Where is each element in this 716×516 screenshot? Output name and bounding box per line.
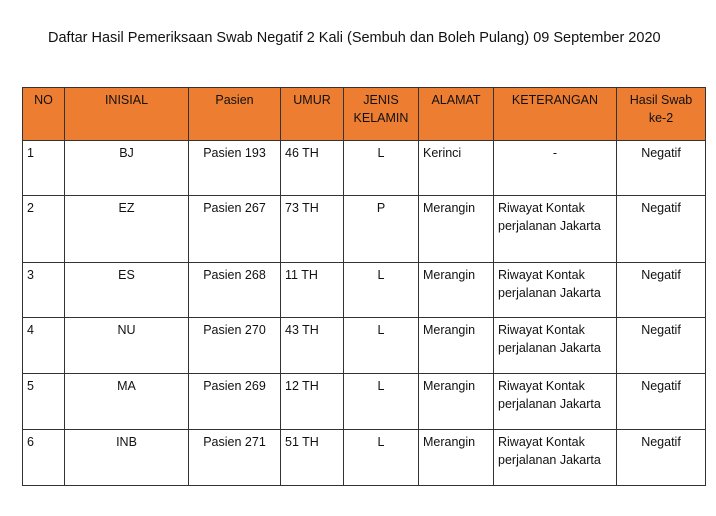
table-cell: Riwayat Kontak perjalanan Jakarta — [493, 317, 617, 374]
table-row: 5 MA Pasien 269 12 TH L Merangin Riwayat Konta… — [22, 373, 706, 430]
table-cell: - — [493, 140, 617, 196]
table-cell: Negatif — [616, 429, 706, 486]
table-cell: 51 TH — [280, 429, 344, 486]
table-cell: Merangin — [418, 373, 494, 430]
table-cell: Negatif — [616, 140, 706, 196]
table-cell: EZ — [64, 195, 189, 263]
column-header: INISIAL — [64, 87, 189, 141]
table-cell: Negatif — [616, 373, 706, 430]
table-cell: Riwayat Kontak perjalanan Jakarta — [493, 373, 617, 430]
patient-table: NO INISIAL Pasien UMUR JENIS KELAMIN ALAMAT KE… — [22, 87, 706, 486]
table-cell: L — [343, 429, 419, 486]
table-cell: Riwayat Kontak perjalanan Jakarta — [493, 195, 617, 263]
table-cell: INB — [64, 429, 189, 486]
column-header: Hasil Swab ke-2 — [616, 87, 706, 141]
column-header: UMUR — [280, 87, 344, 141]
table-cell: L — [343, 373, 419, 430]
table-cell: L — [343, 262, 419, 318]
table-cell: Negatif — [616, 317, 706, 374]
table-cell: 3 — [22, 262, 65, 318]
table-cell: Pasien 269 — [188, 373, 281, 430]
table-cell: ES — [64, 262, 189, 318]
table-cell: Pasien 268 — [188, 262, 281, 318]
table-cell: Kerinci — [418, 140, 494, 196]
table-cell: Merangin — [418, 429, 494, 486]
table-cell: P — [343, 195, 419, 263]
table-cell: 5 — [22, 373, 65, 430]
document-title: Daftar Hasil Pemeriksaan Swab Negatif 2 … — [48, 30, 661, 46]
table-cell: 4 — [22, 317, 65, 374]
table-row: 3 ES Pasien 268 11 TH L Merangin Riwayat Konta… — [22, 262, 706, 318]
table-cell: Riwayat Kontak perjalanan Jakarta — [493, 429, 617, 486]
table-cell: Negatif — [616, 195, 706, 263]
table-cell: 6 — [22, 429, 65, 486]
table-cell: 2 — [22, 195, 65, 263]
column-header: NO — [22, 87, 65, 141]
table-cell: Riwayat Kontak perjalanan Jakarta — [493, 262, 617, 318]
table-cell: L — [343, 140, 419, 196]
table-cell: 73 TH — [280, 195, 344, 263]
table-row: 4 NU Pasien 270 43 TH L Merangin Riwayat Konta… — [22, 317, 706, 374]
table-row: 1 BJ Pasien 193 46 TH L Kerinci - Negatif — [22, 140, 706, 196]
table-cell: Merangin — [418, 317, 494, 374]
table-cell: L — [343, 317, 419, 374]
table-cell: 1 — [22, 140, 65, 196]
table-cell: Negatif — [616, 262, 706, 318]
table-cell: BJ — [64, 140, 189, 196]
column-header: ALAMAT — [418, 87, 494, 141]
table-cell: Pasien 267 — [188, 195, 281, 263]
table-cell: 11 TH — [280, 262, 344, 318]
table-header: NO INISIAL Pasien UMUR JENIS KELAMIN ALAMAT KE… — [22, 87, 706, 141]
table-cell: 43 TH — [280, 317, 344, 374]
table-cell: Pasien 270 — [188, 317, 281, 374]
table-cell: Merangin — [418, 195, 494, 263]
table-cell: Pasien 193 — [188, 140, 281, 196]
table-cell: MA — [64, 373, 189, 430]
column-header: JENIS KELAMIN — [343, 87, 419, 141]
table-cell: 46 TH — [280, 140, 344, 196]
table-row: 6 INB Pasien 271 51 TH L Merangin Riwayat Kont… — [22, 429, 706, 486]
table-cell: NU — [64, 317, 189, 374]
column-header: KETERANGAN — [493, 87, 617, 141]
table-row: 2 EZ Pasien 267 73 TH P Merangin Riwayat Konta… — [22, 195, 706, 263]
table-cell: 12 TH — [280, 373, 344, 430]
column-header: Pasien — [188, 87, 281, 141]
table-cell: Pasien 271 — [188, 429, 281, 486]
table-cell: Merangin — [418, 262, 494, 318]
